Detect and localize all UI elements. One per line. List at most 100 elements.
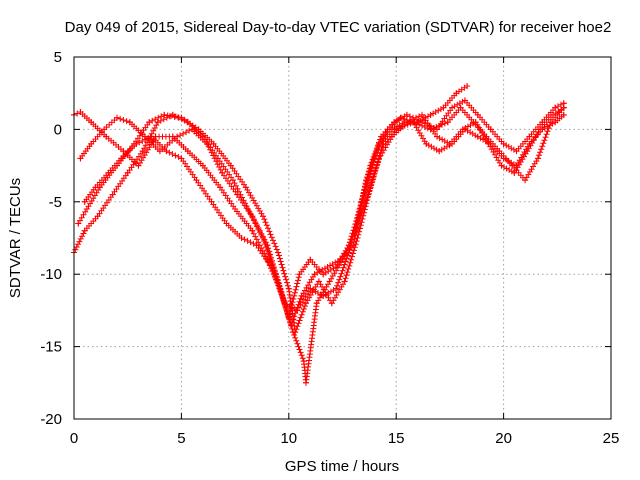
- data-point: [444, 119, 451, 126]
- data-point: [124, 169, 131, 176]
- data-point: [459, 126, 466, 133]
- data-point: [341, 278, 348, 285]
- data-point: [242, 184, 249, 191]
- data-point: [474, 133, 481, 140]
- data-point: [427, 111, 434, 118]
- data-point: [485, 140, 492, 147]
- x-axis-label: GPS time / hours: [285, 458, 399, 475]
- data-point: [88, 140, 95, 147]
- data-point: [356, 206, 363, 213]
- data-point: [449, 104, 456, 111]
- x-tick-label: 15: [388, 430, 405, 447]
- data-point: [174, 133, 181, 140]
- data-point: [253, 242, 260, 249]
- data-point: [81, 198, 88, 205]
- data-point: [472, 119, 479, 126]
- data-point: [81, 227, 88, 234]
- data-point: [135, 162, 142, 169]
- data-point: [307, 285, 314, 292]
- chart-title: Day 049 of 2015, Sidereal Day-to-day VTE…: [65, 19, 612, 36]
- data-point: [260, 213, 267, 220]
- data-point: [403, 119, 410, 126]
- y-tick-label: -20: [40, 411, 62, 428]
- data-point: [434, 133, 441, 140]
- data-point: [277, 285, 284, 292]
- data-point: [199, 162, 206, 169]
- data-point: [208, 198, 215, 205]
- data-point: [440, 104, 447, 111]
- data-point: [522, 177, 529, 184]
- data-point: [75, 220, 82, 227]
- data-point: [77, 155, 84, 162]
- data-point: [423, 140, 430, 147]
- data-point: [461, 97, 468, 104]
- x-tick-label: 20: [495, 430, 512, 447]
- data-point: [217, 184, 224, 191]
- data-point: [464, 82, 471, 89]
- axis-ticks: [73, 56, 612, 420]
- data-point: [388, 133, 395, 140]
- data-point: [275, 249, 282, 256]
- data-point: [189, 126, 196, 133]
- y-tick-label: -5: [49, 194, 62, 211]
- data-point: [232, 206, 239, 213]
- data-point: [560, 104, 567, 111]
- data-point: [77, 109, 84, 116]
- data-point: [436, 148, 443, 155]
- data-point: [552, 104, 559, 111]
- x-tick-label: 5: [177, 430, 185, 447]
- data-point: [178, 155, 185, 162]
- data-point: [403, 111, 410, 118]
- data-point: [365, 191, 372, 198]
- data-point: [307, 256, 314, 263]
- data-point: [146, 119, 153, 126]
- data-point: [560, 111, 567, 118]
- data-point: [238, 235, 245, 241]
- data-point: [249, 227, 256, 234]
- data-point: [184, 148, 191, 155]
- data-point: [376, 155, 383, 162]
- data-point: [498, 162, 505, 169]
- data-point: [139, 148, 146, 155]
- data-point: [534, 155, 541, 162]
- data-point: [227, 162, 234, 169]
- data-point: [418, 119, 425, 126]
- data-point: [550, 111, 557, 118]
- data-point: [391, 119, 398, 126]
- data-point: [326, 278, 333, 285]
- data-point: [113, 114, 120, 121]
- data-point: [229, 177, 236, 184]
- data-point: [184, 119, 191, 126]
- data-point: [109, 191, 116, 198]
- data-point: [446, 140, 453, 147]
- data-point: [434, 126, 441, 133]
- y-axis-label: SDTVAR / TECUs: [7, 178, 24, 298]
- data-point: [234, 191, 241, 198]
- series-track-5: [77, 104, 567, 386]
- data-point: [290, 329, 297, 336]
- data-point: [163, 148, 170, 155]
- data-point: [249, 213, 256, 220]
- data-point: [219, 169, 226, 176]
- y-tick-label: 0: [54, 121, 62, 138]
- data-point: [487, 126, 494, 133]
- data-point: [320, 271, 327, 278]
- data-point: [500, 155, 507, 162]
- data-point: [169, 111, 176, 118]
- data-point: [302, 300, 309, 307]
- data-point: [296, 271, 303, 278]
- data-point: [339, 256, 346, 263]
- data-point: [500, 140, 507, 147]
- data-point: [453, 90, 460, 97]
- data-point: [315, 278, 322, 285]
- data-point: [526, 133, 533, 140]
- data-point: [524, 148, 531, 155]
- data-point: [457, 104, 464, 111]
- data-point: [264, 242, 271, 249]
- data-point: [474, 111, 481, 118]
- data-point: [352, 227, 359, 234]
- data-point: [552, 119, 559, 126]
- plot-frame: [73, 56, 612, 420]
- data-point: [204, 140, 211, 147]
